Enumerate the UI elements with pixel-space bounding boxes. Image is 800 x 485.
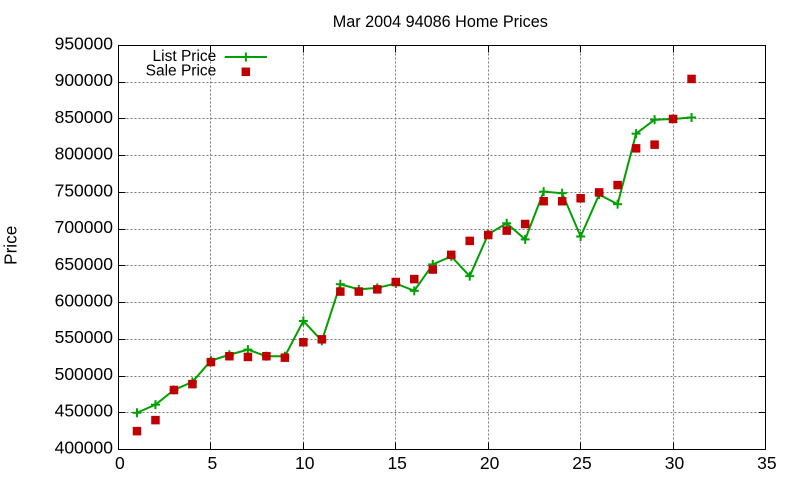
svg-text:950000: 950000 [55,33,114,53]
svg-text:700000: 700000 [55,217,114,237]
svg-text:450000: 450000 [55,401,114,421]
svg-text:550000: 550000 [55,327,114,347]
svg-text:500000: 500000 [55,364,114,384]
svg-text:30: 30 [665,453,685,473]
svg-text:5: 5 [207,453,217,473]
svg-text:List Price: List Price [153,48,217,65]
svg-text:900000: 900000 [55,70,114,90]
svg-text:Mar 2004 94086 Home Prices: Mar 2004 94086 Home Prices [333,13,548,31]
svg-text:20: 20 [480,453,500,473]
svg-text:600000: 600000 [55,290,114,310]
svg-text:Sale Price: Sale Price [146,63,217,80]
svg-text:35: 35 [757,453,776,473]
svg-text:650000: 650000 [55,254,114,274]
svg-text:15: 15 [387,453,406,473]
svg-text:800000: 800000 [55,144,114,164]
svg-text:25: 25 [572,453,591,473]
svg-text:0: 0 [115,453,125,473]
svg-text:400000: 400000 [55,437,114,457]
svg-text:10: 10 [295,453,315,473]
svg-text:850000: 850000 [55,107,114,127]
svg-text:Price: Price [1,226,21,265]
svg-text:750000: 750000 [55,180,114,200]
